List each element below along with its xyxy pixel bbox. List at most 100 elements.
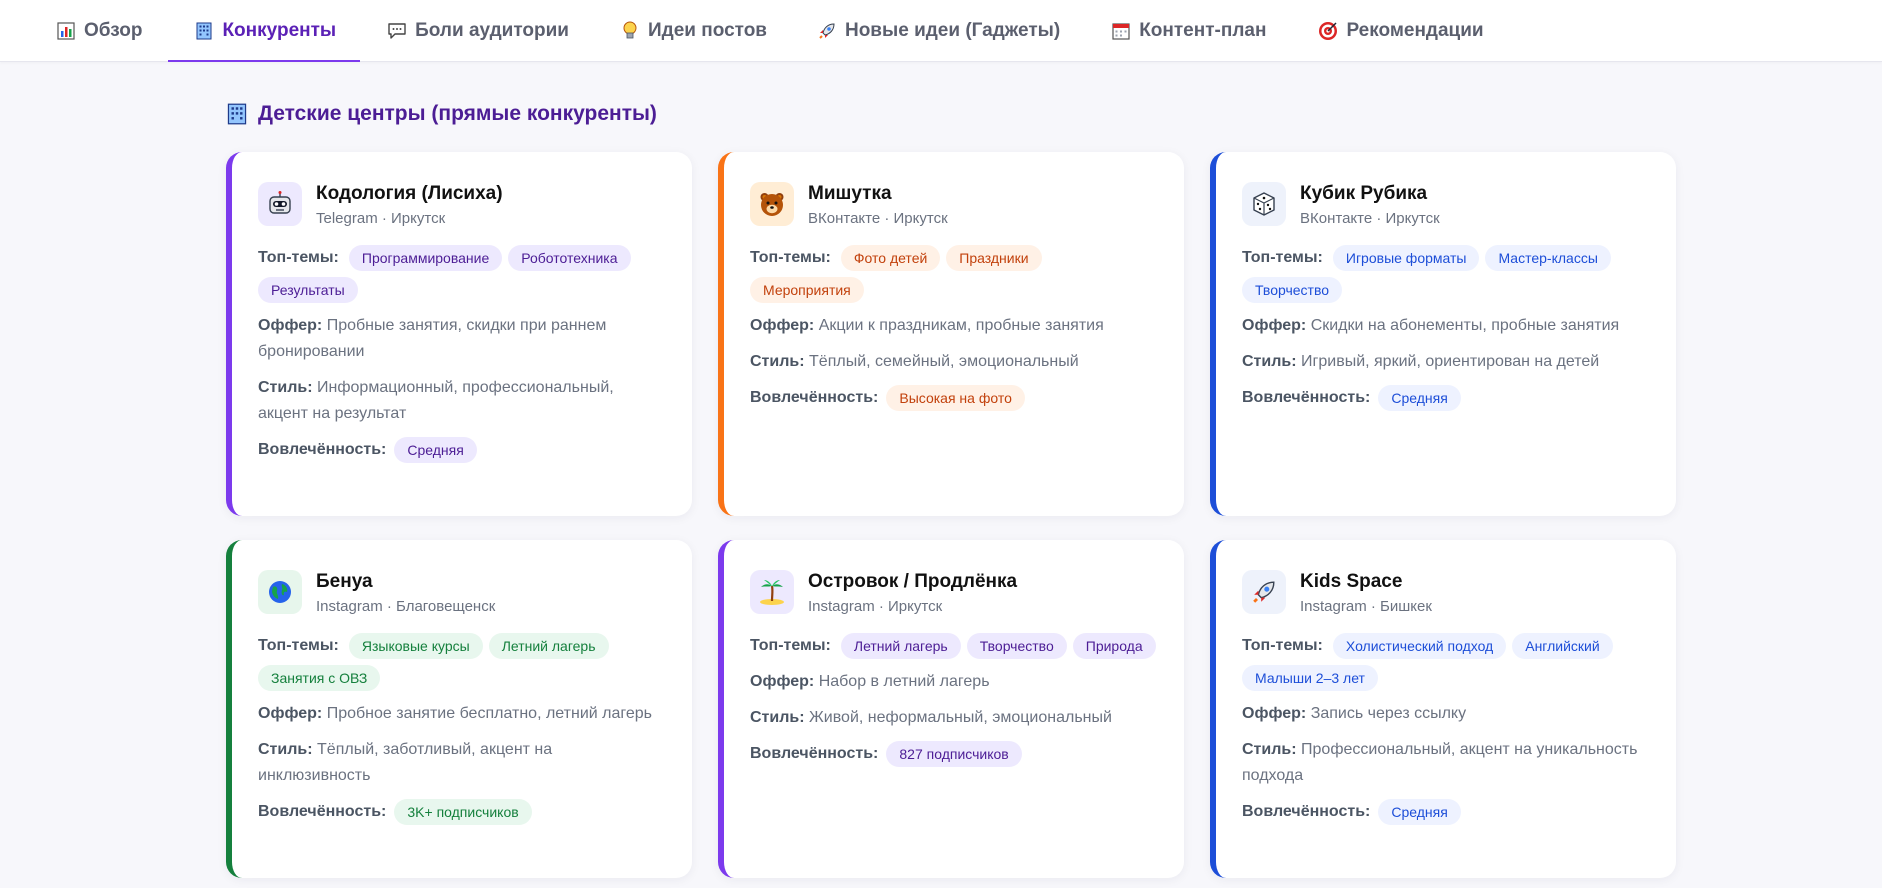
offer-row: Оффер: Пробное занятие бесплатно, летний… [258, 701, 666, 727]
topic-chip: Летний лагерь [840, 633, 961, 659]
style-label: Стиль: [1242, 741, 1297, 758]
competitor-card: Мишутка ВКонтакте · Иркутск Топ-темы: Фо… [718, 152, 1184, 516]
offer-row: Оффер: Набор в летний лагерь [750, 669, 1158, 695]
style-text: Игривый, яркий, ориентирован на детей [1301, 353, 1600, 370]
topic-chip: Языковые курсы [348, 633, 483, 659]
tab-label: Рекомендации [1346, 19, 1484, 41]
competitor-name: Кубик Рубика [1300, 183, 1428, 204]
bear-icon [750, 182, 794, 226]
target-icon [1318, 21, 1338, 41]
offer-text: Пробные занятия, скидки при раннем брони… [258, 317, 607, 360]
competitor-card: Бенуа Instagram · Благовещенск Топ-темы:… [226, 540, 692, 878]
engagement-row: Вовлечённость: 3K+ подписчиков [258, 799, 666, 825]
card-title-block: Кодология (Лисиха) Telegram · Иркутск [316, 182, 503, 227]
tab-label: Боли аудитории [415, 19, 569, 41]
competitor-meta: Telegram · Иркутск [316, 210, 446, 227]
topics-row: Топ-темы: Летний лагерь Творчество Приро… [750, 633, 1158, 659]
competitor-name: Островок / Продлёнка [808, 571, 1018, 592]
engagement-badge: Высокая на фото [886, 385, 1025, 411]
tab-label: Обзор [84, 19, 143, 41]
engagement-label: Вовлечённость: [1242, 803, 1371, 820]
topics-label: Топ-темы: [1242, 637, 1323, 654]
competitor-meta: Instagram · Иркутск [808, 598, 943, 615]
grid-cell: Мишутка ВКонтакте · Иркутск Топ-темы: Фо… [718, 152, 1184, 516]
engagement-badge: Средняя [1378, 385, 1461, 411]
offer-label: Оффер: [1242, 705, 1307, 722]
topic-chip: Природа [1072, 633, 1156, 659]
speech-bubble-icon [387, 21, 407, 41]
card-title-block: Кубик Рубика ВКонтакте · Иркутск [1300, 182, 1440, 227]
main-content: Детские центры (прямые конкуренты) Кодол… [0, 62, 1882, 878]
card-header: Кубик Рубика ВКонтакте · Иркутск [1242, 182, 1650, 227]
topic-chip: Игровые форматы [1332, 245, 1480, 271]
globe-icon [258, 570, 302, 614]
style-row: Стиль: Тёплый, семейный, эмоциональный [750, 349, 1158, 375]
style-label: Стиль: [258, 379, 313, 396]
offer-row: Оффер: Скидки на абонементы, пробные зан… [1242, 313, 1650, 339]
topics-row: Топ-темы: Фото детей Праздники Мероприят… [750, 245, 1158, 303]
topic-chip: Робототехника [508, 245, 631, 271]
topic-chip: Летний лагерь [488, 633, 609, 659]
topic-chip: Творчество [966, 633, 1067, 659]
competitor-card: Кубик Рубика ВКонтакте · Иркутск Топ-тем… [1210, 152, 1676, 516]
style-text: Тёплый, семейный, эмоциональный [809, 353, 1079, 370]
engagement-label: Вовлечённость: [750, 745, 879, 762]
tab-label: Идеи постов [648, 19, 767, 41]
topic-chip: Английский [1512, 633, 1613, 659]
topic-chip: Результаты [258, 277, 358, 303]
bar-chart-icon [56, 21, 76, 41]
offer-text: Скидки на абонементы, пробные занятия [1310, 317, 1620, 334]
topic-chip: Занятия с ОВЗ [258, 665, 381, 691]
grid-cell: Кодология (Лисиха) Telegram · Иркутск То… [226, 152, 692, 516]
topics-row: Топ-темы: Языковые курсы Летний лагерь З… [258, 633, 666, 691]
competitor-card: Kids Space Instagram · Бишкек Топ-темы: … [1210, 540, 1676, 878]
tab-post-ideas[interactable]: Идеи постов [593, 1, 791, 62]
calendar-icon [1111, 21, 1131, 41]
tab-content-plan[interactable]: Контент-план [1084, 1, 1291, 62]
competitor-name: Бенуа [316, 571, 373, 592]
engagement-label: Вовлечённость: [258, 803, 387, 820]
style-text: Профессиональный, акцент на уникальность… [1242, 741, 1638, 784]
section-title: Детские центры (прямые конкуренты) [226, 90, 1882, 138]
topics-label: Топ-темы: [750, 249, 831, 266]
offer-label: Оффер: [258, 705, 323, 722]
tab-audience-pains[interactable]: Боли аудитории [360, 1, 593, 62]
offer-text: Запись через ссылку [1310, 705, 1467, 722]
lightbulb-icon [620, 21, 640, 41]
topic-chip: Творчество [1242, 277, 1343, 303]
topics-label: Топ-темы: [750, 637, 831, 654]
style-label: Стиль: [750, 353, 805, 370]
card-header: Кодология (Лисиха) Telegram · Иркутск [258, 182, 666, 227]
tab-overview[interactable]: Обзор [36, 1, 168, 62]
card-title-block: Kids Space Instagram · Бишкек [1300, 570, 1432, 615]
tab-new-ideas-gadgets[interactable]: Новые идеи (Гаджеты) [791, 1, 1084, 62]
topic-chip: Мастер-классы [1485, 245, 1611, 271]
building-icon [194, 21, 214, 41]
competitor-meta: Instagram · Бишкек [1300, 598, 1432, 615]
tab-recommendations[interactable]: Рекомендации [1291, 1, 1507, 62]
tab-label: Контент-план [1139, 19, 1267, 41]
topics-label: Топ-темы: [258, 249, 339, 266]
topic-chip: Малыши 2–3 лет [1242, 665, 1378, 691]
topic-chip: Программирование [348, 245, 503, 271]
competitor-name: Мишутка [808, 183, 892, 204]
tab-competitors[interactable]: Конкуренты [168, 1, 361, 62]
rocket-icon [817, 21, 837, 41]
dice-icon [1242, 182, 1286, 226]
engagement-label: Вовлечённость: [1242, 389, 1371, 406]
engagement-row: Вовлечённость: Высокая на фото [750, 385, 1158, 411]
style-row: Стиль: Профессиональный, акцент на уника… [1242, 737, 1650, 789]
topics-row: Топ-темы: Холистический подход Английски… [1242, 633, 1650, 691]
engagement-label: Вовлечённость: [258, 441, 387, 458]
topics-label: Топ-темы: [258, 637, 339, 654]
style-text: Информационный, профессиональный, акцент… [258, 379, 614, 422]
building-icon [226, 103, 248, 125]
engagement-label: Вовлечённость: [750, 389, 879, 406]
offer-text: Набор в летний лагерь [818, 673, 990, 690]
card-header: Островок / Продлёнка Instagram · Иркутск [750, 570, 1158, 615]
competitor-card: Островок / Продлёнка Instagram · Иркутск… [718, 540, 1184, 878]
topics-row: Топ-темы: Программирование Робототехника… [258, 245, 666, 303]
engagement-badge: 3K+ подписчиков [394, 799, 532, 825]
style-row: Стиль: Живой, неформальный, эмоциональны… [750, 705, 1158, 731]
grid-cell: Kids Space Instagram · Бишкек Топ-темы: … [1210, 540, 1676, 878]
